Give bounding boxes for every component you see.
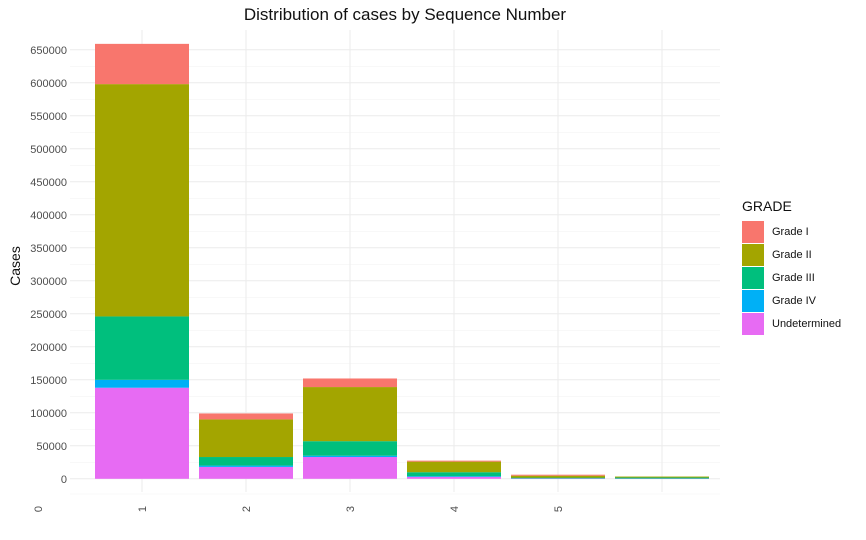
bar-segment [615, 477, 709, 479]
y-tick-label: 250000 [30, 309, 67, 321]
x-tick-label: 3 [345, 506, 357, 512]
legend-label: Grade II [772, 248, 812, 261]
bars [95, 43, 709, 479]
legend-swatch [742, 220, 764, 243]
legend: GRADE Grade I Grade II Grade III Grade IV Un… [742, 198, 841, 335]
legend-swatch [742, 243, 764, 266]
legend-item: Grade III [742, 266, 841, 289]
x-tick-label: 4 [449, 506, 461, 512]
y-tick-label: 450000 [30, 177, 67, 189]
legend-swatch [742, 289, 764, 312]
bar-segment [199, 413, 293, 420]
y-tick-label: 150000 [30, 375, 67, 387]
bar-segment [615, 476, 709, 478]
y-tick-label: 50000 [36, 441, 67, 453]
bar-segment [407, 460, 501, 462]
bar-segment [407, 461, 501, 473]
bar-segment [303, 441, 397, 456]
bar-segment [95, 84, 189, 317]
legend-label: Grade I [772, 225, 809, 238]
bar-segment [407, 475, 501, 477]
legend-item: Grade II [742, 243, 841, 266]
y-tick-label: 0 [61, 474, 67, 486]
bar-segment [407, 476, 501, 479]
bar-segment [95, 387, 189, 479]
x-tick-label: 5 [553, 506, 565, 512]
bar-segment [303, 387, 397, 442]
bar-segment [511, 474, 605, 476]
legend-items: Grade I Grade II Grade III Grade IV Undeterm… [742, 220, 841, 335]
legend-item: Grade I [742, 220, 841, 243]
y-axis-title: Cases [7, 246, 23, 286]
y-tick-label: 600000 [30, 78, 67, 90]
x-tick-label: 1 [137, 506, 149, 512]
bar-segment [199, 419, 293, 458]
y-tick-label: 300000 [30, 276, 67, 288]
bar-segment [199, 457, 293, 466]
legend-title: GRADE [742, 198, 792, 214]
legend-item: Undetermined [742, 312, 841, 335]
y-axis-ticks: 0 50000 100000 150000 200000 250000 300000 3500… [30, 45, 67, 486]
legend-label: Grade IV [772, 294, 817, 307]
x-tick-label: 0 [33, 506, 45, 512]
y-tick-label: 550000 [30, 111, 67, 123]
y-tick-label: 650000 [30, 45, 67, 57]
bar-segment [511, 477, 605, 479]
legend-label: Undetermined [772, 317, 842, 330]
bar-segment [95, 316, 189, 380]
bar-segment [511, 475, 605, 478]
y-tick-label: 350000 [30, 243, 67, 255]
legend-swatch [742, 266, 764, 289]
legend-item: Grade IV [742, 289, 841, 312]
bar-segment [95, 379, 189, 388]
bar-segment [199, 465, 293, 467]
y-tick-label: 100000 [30, 408, 67, 420]
y-tick-label: 500000 [30, 144, 67, 156]
x-tick-label: 2 [241, 506, 253, 512]
y-tick-label: 400000 [30, 210, 67, 222]
x-axis-ticks: 0 1 2 3 4 5 [33, 506, 565, 512]
legend-swatch [742, 312, 764, 335]
y-tick-label: 200000 [30, 342, 67, 354]
legend-label: Grade III [772, 271, 815, 284]
chart-title: Distribution of cases by Sequence Number [243, 5, 567, 24]
bar-segment [303, 457, 397, 479]
bar-segment [199, 466, 293, 479]
bar-segment [303, 455, 397, 458]
bar-segment [303, 378, 397, 388]
bar-segment [95, 43, 189, 85]
bar-segment [407, 472, 501, 477]
